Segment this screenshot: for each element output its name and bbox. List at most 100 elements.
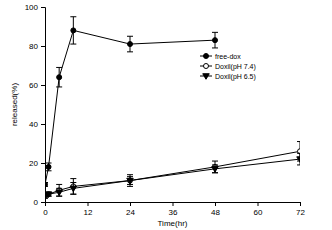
tick-mark	[41, 85, 45, 86]
error-cap	[127, 36, 133, 37]
error-bar	[212, 161, 218, 173]
chart: 0122436486072020406080100Time(hr)release…	[0, 0, 332, 230]
error-bar	[297, 153, 300, 165]
plot: 0122436486072020406080100Time(hr)release…	[10, 3, 305, 228]
x-axis: 0 12 24 36 48 60 72	[43, 202, 305, 217]
point	[128, 42, 133, 47]
error-cap	[56, 188, 62, 189]
error-cap	[70, 194, 76, 195]
point	[46, 192, 51, 197]
point	[45, 192, 52, 198]
error-cap	[212, 161, 218, 162]
tick: 60	[254, 202, 263, 217]
tick-label: 36	[169, 208, 178, 217]
legend-marker	[204, 64, 209, 69]
error-bar	[56, 188, 62, 196]
marks	[45, 17, 300, 200]
error-cap	[56, 184, 62, 185]
point	[213, 38, 218, 43]
tick-mark	[173, 202, 174, 206]
tick-mark	[300, 202, 301, 206]
point	[128, 178, 133, 183]
point	[70, 186, 77, 192]
tick: 40	[29, 120, 45, 129]
legend: free-doxDoxil(pH 7.4)Doxil(pH 6.5)	[200, 53, 256, 81]
legend-item: Doxil(pH 7.4)	[200, 63, 256, 71]
error-cap	[46, 170, 52, 171]
error-bar	[45, 183, 48, 187]
tick: 0	[43, 202, 48, 217]
error-cap	[212, 32, 218, 33]
error-cap	[70, 178, 76, 179]
error-cap	[56, 67, 62, 68]
point	[212, 167, 219, 173]
series	[45, 142, 300, 199]
tick-label: 72	[296, 208, 305, 217]
tick-label: 0	[34, 198, 39, 207]
tick-label: 40	[29, 120, 38, 129]
error-cap	[56, 86, 62, 87]
series	[45, 153, 300, 199]
tick-label: 60	[254, 208, 263, 217]
tick-mark	[41, 124, 45, 125]
point	[56, 190, 62, 196]
tick-label: 100	[25, 3, 39, 12]
tick: 36	[169, 202, 178, 217]
error-bar	[46, 163, 52, 171]
error-cap	[127, 174, 133, 175]
line	[45, 30, 215, 184]
line	[45, 151, 300, 196]
tick: 72	[296, 202, 305, 217]
y-axis-title: released(%)	[10, 83, 19, 126]
tick: 100	[25, 3, 45, 12]
tick: 24	[126, 202, 135, 217]
point	[298, 149, 301, 154]
tick-mark	[88, 202, 89, 206]
tick-mark	[258, 202, 259, 206]
error-cap	[70, 44, 76, 45]
error-bar	[127, 175, 133, 187]
axis-line	[46, 203, 301, 207]
tick-label: 0	[43, 208, 48, 217]
legend-label: Doxil(pH 7.4)	[215, 63, 256, 71]
error-cap	[297, 153, 300, 154]
point	[46, 164, 51, 169]
error-cap	[46, 163, 52, 164]
tick: 12	[84, 202, 93, 217]
axis-line	[41, 8, 46, 203]
error-cap	[70, 194, 76, 195]
tick-mark	[41, 163, 45, 164]
legend-item: Doxil(pH 6.5)	[200, 73, 256, 81]
point	[45, 182, 48, 187]
error-cap	[127, 186, 133, 187]
tick-label: 12	[84, 208, 93, 217]
tick: 0	[34, 198, 45, 207]
tick: 60	[29, 81, 45, 90]
tick-mark	[41, 46, 45, 47]
error-cap	[297, 164, 300, 165]
point	[71, 28, 76, 33]
point	[297, 157, 300, 163]
error-bar	[56, 67, 62, 87]
tick: 48	[211, 202, 220, 217]
error-bar	[212, 165, 218, 173]
tick-label: 48	[211, 208, 220, 217]
error-cap	[212, 164, 218, 165]
error-bar	[56, 184, 62, 196]
error-cap	[297, 141, 300, 142]
tick-label: 80	[29, 42, 38, 51]
tick-mark	[41, 7, 45, 8]
tick-label: 20	[29, 159, 38, 168]
point	[127, 178, 134, 184]
tick: 80	[29, 42, 45, 51]
error-cap	[70, 182, 76, 183]
tick: 20	[29, 159, 45, 168]
error-bar	[70, 179, 76, 195]
error-cap	[212, 47, 218, 48]
error-cap	[127, 51, 133, 52]
error-cap	[70, 16, 76, 17]
error-bar	[127, 177, 133, 185]
legend-marker	[204, 54, 209, 59]
error-bar	[212, 32, 218, 48]
legend-label: Doxil(pH 6.5)	[215, 73, 256, 81]
